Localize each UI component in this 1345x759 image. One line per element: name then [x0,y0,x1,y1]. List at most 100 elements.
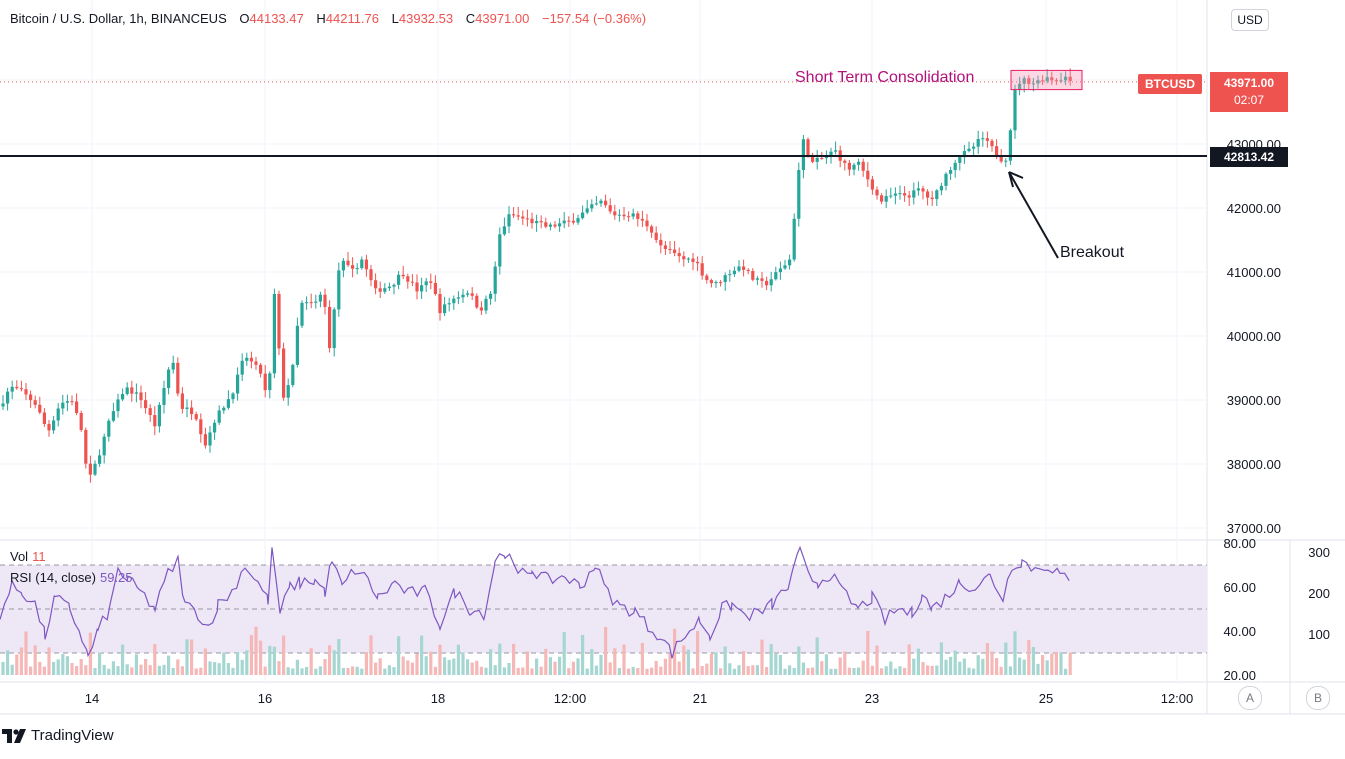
volume-bar [153,643,157,675]
candle-body [760,278,764,281]
volume-bar [516,667,520,675]
candle-body [332,309,336,349]
overlay [0,69,1207,259]
candle-body [604,200,608,206]
candle-body [6,391,10,404]
volume-bar [1036,663,1040,675]
candle-body [144,400,148,409]
volume-bar [415,653,419,675]
volume-bar [783,668,787,675]
candle-body [847,162,851,170]
candle-body [226,399,230,408]
candle-body [199,419,203,435]
candle-body [829,151,833,156]
rsi-value: 59.25 [99,570,133,585]
volume-bar [696,630,700,675]
candle-body [254,361,258,365]
candle-body [673,249,677,254]
candle-body [318,294,322,302]
candle-body [659,239,663,246]
high-value: 44211.76 [325,11,380,26]
candle-body [295,325,299,365]
price-candles [1,68,1072,483]
time-tick-label: 21 [693,691,707,706]
candle-body [346,260,350,266]
volume-bar [953,650,957,675]
volume-bar [714,652,718,675]
candle-body [742,266,746,270]
volume-bar [824,654,828,675]
candle-body [654,232,658,240]
candle-body [484,298,488,311]
volume-bar [769,643,773,675]
volume-bar [410,662,414,675]
candle-body [686,258,690,260]
vol-legend[interactable]: Vol 11 [10,549,46,564]
currency-button[interactable]: USD [1231,9,1269,31]
candle-body [401,274,405,277]
candle-body [631,213,635,217]
candle-body [208,432,212,446]
volume-bar [272,646,276,675]
candle-body [351,265,355,269]
volume-bar [815,637,819,675]
price-tick-label: 42000.00 [1227,201,1281,216]
tradingview-logo[interactable]: TradingView [2,727,114,744]
candle-body [719,282,723,284]
volume-bar [806,668,810,675]
candle-body [38,404,42,413]
change-value: −157.54 (−0.36%) [541,11,647,26]
auto-scale-button[interactable]: A [1238,686,1262,710]
volume-bar [594,665,598,675]
candle-body [801,139,805,171]
breakout-arrow-head [1008,171,1024,188]
volume-bar [148,665,152,675]
price-tick-label: 39000.00 [1227,393,1281,408]
volume-bar [461,652,465,675]
candle-body [553,224,557,227]
volume-bar [907,644,911,675]
vol-label: Vol [10,549,29,564]
candle-body [466,293,470,295]
volume-bar [604,626,608,675]
candle-body [452,298,456,304]
volume-bar [958,661,962,675]
candle-body [470,293,474,296]
volume-bar [144,658,148,675]
volume-bar [1045,660,1049,675]
candle-body [972,146,976,149]
candle-body [190,407,194,415]
rsi-legend[interactable]: RSI (14, close) 59.25 [10,570,133,585]
candle-body [314,301,318,303]
candle-body [544,222,548,227]
candle-body [967,148,971,152]
volume-bar [631,666,635,675]
candle-body [98,455,102,464]
candle-body [29,394,33,401]
volume-bar [1,661,5,675]
candle-body [650,226,654,233]
volume-bar [567,668,571,675]
volume-bar [10,664,14,675]
candle-body [1054,80,1058,82]
candle-body [489,293,493,299]
volume-bar [199,667,203,675]
candle-body [714,282,718,284]
close-label: C [465,11,476,26]
volume-bar [930,665,934,675]
candle-body [438,293,442,314]
candle-body [677,253,681,257]
volume-bar [236,652,240,675]
b-button[interactable]: B [1306,686,1330,710]
candle-body [939,185,943,191]
candle-body [162,387,166,405]
volume-bar [590,649,594,675]
candle-body [240,360,244,375]
volume-bar [774,653,778,675]
candle-body [608,205,612,212]
volume-bar [406,660,410,675]
candle-body [309,302,313,304]
symbol-header: Bitcoin / U.S. Dollar, 1h, BINANCEUS O44… [10,11,646,26]
candle-body [530,218,534,224]
